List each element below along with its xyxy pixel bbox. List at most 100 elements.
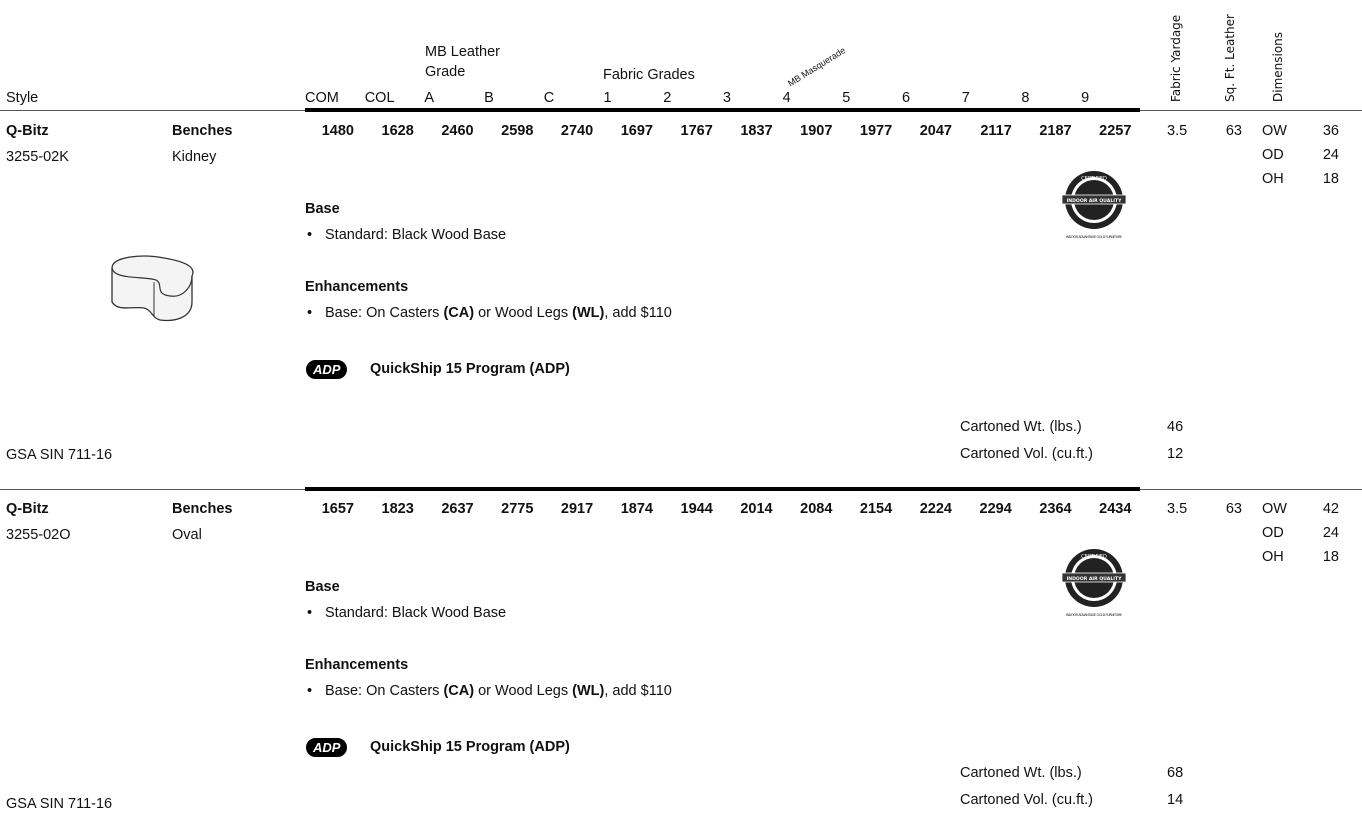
- base-title: Base: [305, 201, 340, 217]
- model-number: 3255-02K: [6, 149, 69, 165]
- price: 2637: [441, 501, 474, 517]
- base-item: Standard: Black Wood Base: [305, 604, 506, 622]
- sq-ft-leather-header: Sq. Ft. Leather: [1223, 14, 1237, 102]
- product-category: Benches: [172, 123, 233, 139]
- seal-footer-text: INDOOR ADVANTAGE GOLD FURNITURE: [1066, 613, 1122, 617]
- cartoned-volume-label: Cartoned Vol. (cu.ft.): [960, 446, 1093, 462]
- dimension-value: 18: [1322, 171, 1339, 187]
- dimension-label: OD: [1262, 147, 1284, 163]
- price: 2047: [919, 123, 952, 139]
- column-header: C: [543, 90, 555, 106]
- shape: Kidney: [172, 149, 217, 165]
- quickship-label: QuickShip 15 Program (ADP): [370, 361, 570, 377]
- price: 1823: [381, 501, 414, 517]
- enhancement-text: or Wood Legs: [474, 305, 573, 321]
- gsa-number: GSA SIN 711-16: [6, 796, 113, 812]
- cartoned-volume-label: Cartoned Vol. (cu.ft.): [960, 792, 1093, 808]
- product-category: Benches: [172, 501, 233, 517]
- shape: Oval: [172, 527, 202, 543]
- price: 2014: [740, 501, 773, 517]
- product-block: Q-Bitz Benches 3255-02K Kidney 1480 1628 2460 2…: [0, 112, 1362, 463]
- price: 2740: [560, 123, 594, 139]
- dimension-value: 24: [1322, 147, 1339, 163]
- price: 1767: [680, 123, 713, 139]
- dimension-value: 18: [1322, 549, 1339, 565]
- mb-leather-header: MB Leather Grade: [425, 44, 500, 80]
- cartoned-weight-label: Cartoned Wt. (lbs.): [960, 765, 1082, 781]
- seal-graphic: CERTIFIED INDOOR AIR QUALITY INDOOR ADVANT…: [1061, 549, 1127, 617]
- base-item: Standard: Black Wood Base: [305, 226, 506, 244]
- price: 1657: [321, 501, 354, 517]
- price: 2598: [501, 123, 534, 139]
- dimension-label: OD: [1262, 525, 1284, 541]
- price: 2187: [1039, 123, 1072, 139]
- price: 2434: [1099, 501, 1132, 517]
- sq-ft-leather: 63: [1225, 123, 1242, 139]
- price: 2154: [859, 501, 893, 517]
- price: 1907: [800, 123, 833, 139]
- enhancement-text: , add $110: [604, 683, 672, 699]
- column-header: A: [424, 90, 435, 106]
- product-block: Q-Bitz Benches 3255-02O Oval 1657 1823 2637 277…: [0, 487, 1362, 820]
- enhancement-text: Base: On Casters: [325, 683, 444, 699]
- product-name: Q-Bitz: [6, 501, 49, 517]
- fabric-yardage: 3.5: [1167, 123, 1188, 139]
- enhancement-text: (WL): [572, 683, 605, 699]
- dimension-value: 24: [1322, 525, 1339, 541]
- price: 1874: [620, 501, 653, 517]
- enhancement-text: , add $110: [604, 305, 672, 321]
- base-title: Base: [305, 579, 340, 595]
- column-header: 1: [603, 90, 612, 106]
- row-rule-thick: [305, 487, 1140, 491]
- price: 2117: [980, 123, 1012, 139]
- sq-ft-leather: 63: [1225, 501, 1242, 517]
- price: 2294: [979, 501, 1012, 517]
- column-header: 4: [782, 90, 791, 106]
- seal-top-text: CERTIFIED: [1081, 176, 1107, 182]
- price: 2917: [560, 501, 594, 517]
- price: 1837: [740, 123, 773, 139]
- enhancement-text: (CA): [443, 683, 475, 699]
- price: 2084: [800, 501, 833, 517]
- cartoned-weight: 46: [1167, 419, 1184, 435]
- enhancement-item: Base: On Casters (CA) or Wood Legs (WL),…: [305, 682, 672, 700]
- price: 1944: [680, 501, 713, 517]
- price: 1480: [321, 123, 354, 139]
- seal-graphic: CERTIFIED INDOOR AIR QUALITY INDOOR ADVANT…: [1061, 171, 1127, 239]
- adp-badge: ADP: [306, 738, 348, 757]
- enhancement-text: (WL): [572, 305, 605, 321]
- dimension-value: 42: [1322, 501, 1339, 517]
- cartoned-volume: 14: [1167, 792, 1184, 808]
- quickship-label: QuickShip 15 Program (ADP): [370, 739, 570, 755]
- enhancements-title: Enhancements: [305, 279, 409, 295]
- enhancements-title: Enhancements: [305, 657, 409, 673]
- gsa-number: GSA SIN 711-16: [6, 447, 113, 463]
- column-header: COM: [305, 90, 339, 106]
- enhancement-text: or Wood Legs: [474, 683, 573, 699]
- price: 1977: [859, 123, 893, 139]
- seal-band: [1061, 194, 1127, 205]
- product-illustration: [111, 255, 194, 322]
- fabric-yardage-header: Fabric Yardage: [1169, 14, 1183, 102]
- seal-top-text: CERTIFIED: [1081, 554, 1107, 560]
- column-header: 3: [722, 90, 731, 106]
- price: 1697: [620, 123, 653, 139]
- product-name: Q-Bitz: [6, 123, 49, 139]
- seal-footer-text: INDOOR ADVANTAGE GOLD FURNITURE: [1066, 235, 1122, 239]
- certification-seal: CERTIFIED INDOOR AIR QUALITY INDOOR ADVANT…: [1058, 170, 1130, 250]
- column-header: COL: [364, 90, 395, 106]
- cartoned-weight-label: Cartoned Wt. (lbs.): [960, 419, 1082, 435]
- price: 2775: [501, 501, 534, 517]
- column-header: B: [484, 90, 494, 106]
- style-header: Style: [6, 90, 39, 106]
- seal-band-text: INDOOR AIR QUALITY: [1067, 198, 1123, 204]
- column-header: 9: [1081, 90, 1090, 106]
- fabric-grades-header: Fabric Grades: [603, 67, 695, 83]
- enhancement-item: Base: On Casters (CA) or Wood Legs (WL),…: [305, 304, 672, 322]
- column-header: 7: [961, 90, 970, 106]
- mb-masquerade-header: MB Masquerade: [786, 45, 848, 89]
- price: 2364: [1039, 501, 1072, 517]
- cartoned-volume: 12: [1167, 446, 1184, 462]
- price: 2460: [441, 123, 474, 139]
